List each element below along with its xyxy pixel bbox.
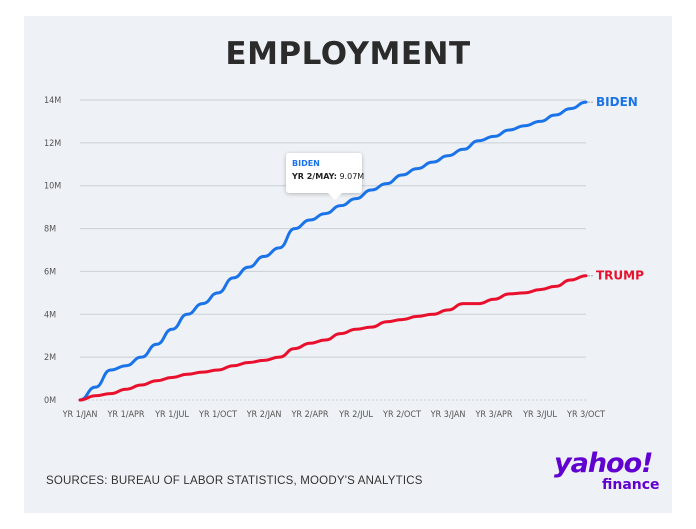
series-label-biden: BIDEN: [596, 95, 638, 109]
x-tick-label: YR 2/JAN: [246, 410, 282, 420]
y-tick-label: 14M: [44, 96, 61, 106]
x-tick-label: YR 1/APR: [106, 410, 144, 420]
y-tick-label: 12M: [44, 139, 61, 149]
series-line-trump: [78, 274, 588, 402]
x-tick-label: YR 2/OCT: [382, 410, 421, 420]
x-tick-label: YR 3/APR: [474, 410, 512, 420]
y-tick-label: 8M: [44, 225, 56, 235]
grid-lines: [80, 99, 586, 401]
x-tick-label: YR 1/JUL: [154, 410, 189, 420]
tooltip-value-line: YR 2/MAY: 9.07M: [292, 172, 364, 181]
tooltip-point-label: YR 2/MAY:: [292, 172, 337, 181]
logo-yahoo-text: yahoo!: [554, 448, 653, 479]
chart-title: EMPLOYMENT: [225, 36, 471, 72]
x-tick-label: YR 2/APR: [290, 410, 328, 420]
tooltip-series: BIDEN: [292, 159, 320, 168]
y-tick-label: 2M: [44, 353, 56, 363]
y-tick-label: 6M: [44, 267, 56, 277]
tooltip-value: 9.07M: [339, 172, 365, 181]
x-tick-label: YR 3/JUL: [522, 410, 557, 420]
x-tick-label: YR 3/OCT: [566, 410, 605, 420]
logo-finance-text: finance: [602, 477, 660, 493]
y-tick-label: 0M: [44, 396, 56, 406]
series-lines: [78, 100, 588, 402]
source-note: SOURCES: BUREAU OF LABOR STATISTICS, MOO…: [46, 475, 423, 487]
data-tooltip: BIDEN YR 2/MAY: 9.07M: [286, 153, 364, 200]
y-tick-label: 4M: [44, 310, 56, 320]
series-line-biden: [78, 100, 588, 402]
y-tick-label: 10M: [44, 182, 61, 192]
y-axis-ticks: 0M 2M 4M 6M 8M 10M 12M 14M: [44, 96, 61, 406]
series-label-trump: TRUMP: [596, 269, 644, 283]
yahoo-finance-logo: yahoo! finance: [554, 448, 664, 508]
x-axis-ticks: YR 1/JAN YR 1/APR YR 1/JUL YR 1/OCT YR 2/JAN…: [62, 410, 605, 420]
series-labels: BIDEN TRUMP: [588, 95, 644, 283]
chart-card: EMPLOYMENT 0M 2M 4M 6M 8M 10M 12M 14M YR 1/JAN Y…: [24, 16, 672, 513]
x-tick-label: YR 1/OCT: [198, 410, 237, 420]
x-tick-label: YR 1/JAN: [62, 410, 98, 420]
x-tick-label: YR 3/JAN: [430, 410, 466, 420]
x-tick-label: YR 2/JUL: [338, 410, 373, 420]
